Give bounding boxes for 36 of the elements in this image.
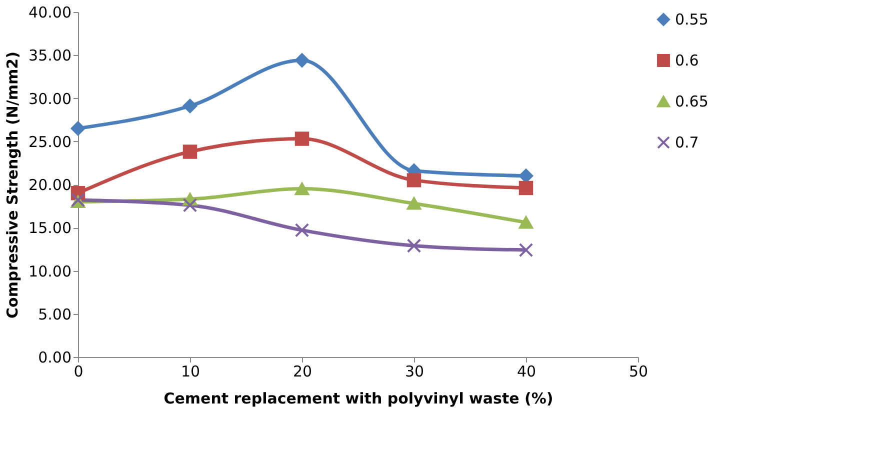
y-tick-label: 30.00 xyxy=(28,90,72,108)
point xyxy=(406,197,422,210)
y-tick-label: 20.00 xyxy=(28,176,72,194)
point xyxy=(518,168,534,183)
point xyxy=(182,198,198,212)
point xyxy=(70,121,86,136)
y-tick-label: 35.00 xyxy=(28,46,72,65)
legend-label: 0.55 xyxy=(675,10,708,28)
x-tick-label: 40 xyxy=(516,362,536,380)
legend-label: 0.65 xyxy=(675,92,708,110)
point xyxy=(518,242,534,258)
y-tick-label: 25.00 xyxy=(28,132,72,151)
x-tick-label: 20 xyxy=(292,362,312,380)
point xyxy=(294,132,310,146)
point xyxy=(518,216,534,229)
point xyxy=(294,182,310,196)
legend-label: 0.6 xyxy=(675,52,699,70)
x-tick-label: 0 xyxy=(74,362,84,380)
y-tick-label: 5.00 xyxy=(38,305,72,324)
point xyxy=(182,98,198,114)
point xyxy=(406,173,422,188)
y-tick-label: 0.00 xyxy=(38,348,72,366)
point xyxy=(406,238,422,253)
x-tick-label: 30 xyxy=(404,362,424,380)
point xyxy=(182,144,198,159)
x-tick-label: 50 xyxy=(628,362,648,380)
point xyxy=(294,53,310,68)
y-tick-label: 10.00 xyxy=(28,262,72,280)
legend-label: 0.7 xyxy=(675,134,699,152)
y-axis-title: Compressive Strength (N/mm2) xyxy=(4,52,22,318)
y-tick-label: 40.00 xyxy=(28,4,72,22)
point xyxy=(294,223,310,238)
x-tick-label: 10 xyxy=(180,362,200,380)
x-axis-title: Cement replacement with polyvinyl waste (%) xyxy=(164,390,554,408)
y-tick-label: 15.00 xyxy=(28,219,72,238)
point xyxy=(518,180,534,196)
